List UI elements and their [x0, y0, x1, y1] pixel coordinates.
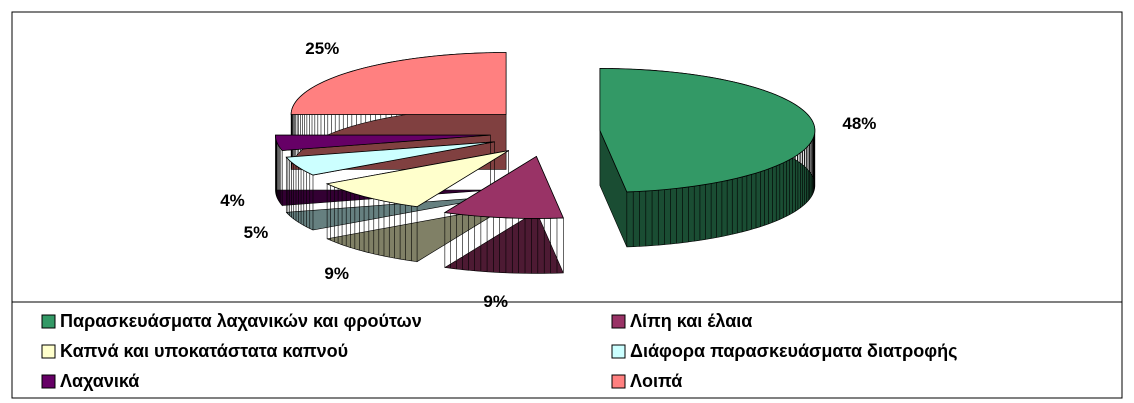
- legend-swatch: [41, 314, 56, 329]
- slice: [275, 134, 491, 151]
- legend-swatch: [611, 374, 626, 389]
- legend-swatch: [41, 344, 56, 359]
- slice: [285, 141, 495, 176]
- legend-label: Λίπη και έλαια: [630, 311, 752, 331]
- legend-label: Λοιπά: [630, 371, 682, 391]
- slice: [290, 52, 507, 115]
- legend-label: Παρασκευάσματα λαχανικών και φρούτων: [60, 311, 422, 331]
- data-label: 9%: [483, 292, 508, 311]
- legend-label: Λαχανικά: [60, 371, 139, 391]
- slice: [599, 68, 816, 193]
- data-label: 25%: [305, 39, 339, 58]
- slice: [443, 155, 564, 219]
- legend-label: Διάφορα παρασκευάσματα διατροφής: [630, 341, 957, 361]
- legend-swatch: [611, 344, 626, 359]
- data-label: 5%: [244, 223, 269, 242]
- data-label: 4%: [220, 191, 245, 210]
- chart-frame: [11, 11, 1123, 399]
- data-label: 9%: [324, 264, 349, 283]
- legend-label: Καπνά και υποκατάστατα καπνού: [60, 341, 348, 361]
- legend-swatch: [41, 374, 56, 389]
- data-label: 48%: [842, 114, 876, 133]
- slice: [325, 150, 509, 208]
- legend-swatch: [611, 314, 626, 329]
